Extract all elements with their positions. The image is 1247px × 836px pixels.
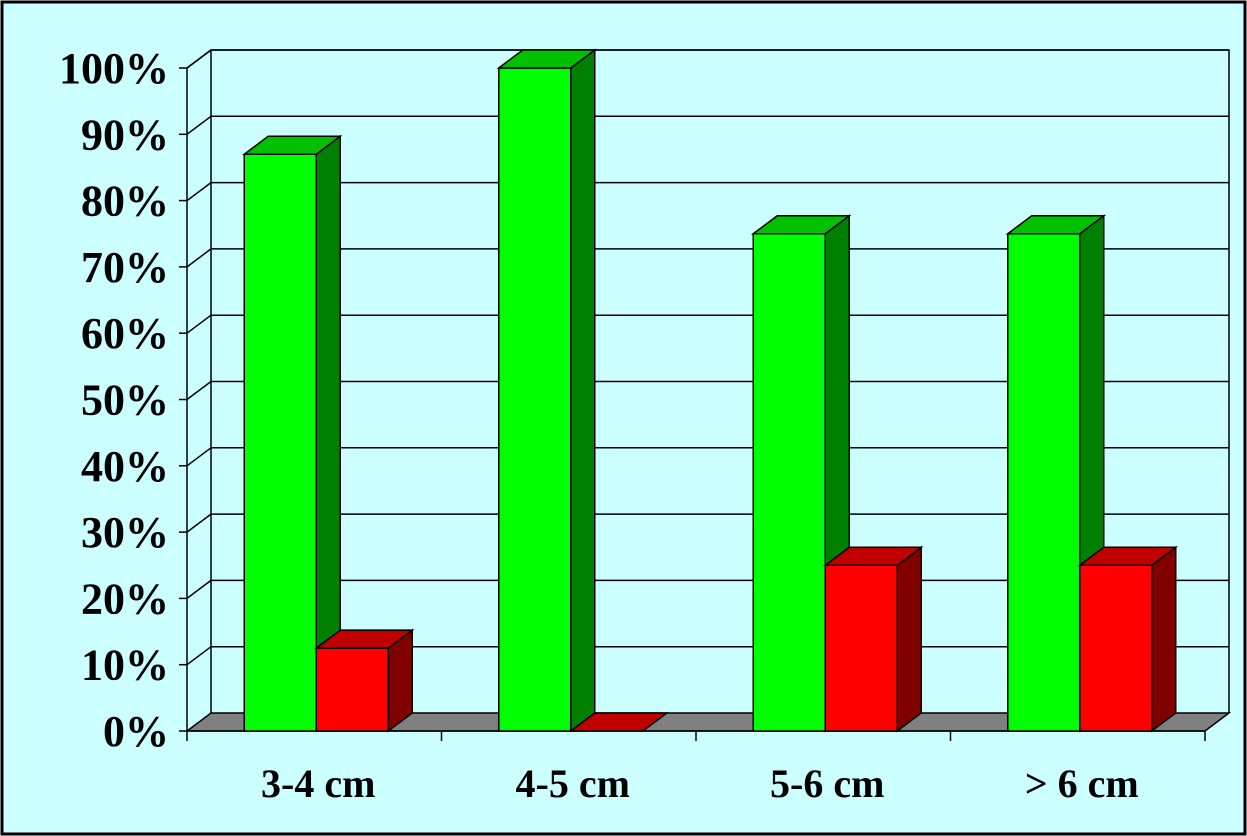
- x-category-label: 3-4 cm: [261, 761, 375, 806]
- bar-side: [896, 545, 922, 733]
- gridline-side: [186, 447, 212, 467]
- bar-front: [315, 647, 389, 732]
- bar-front: [243, 153, 317, 732]
- bar-front: [498, 67, 572, 732]
- bar-top: [568, 712, 669, 732]
- gridline-side: [186, 182, 212, 202]
- y-tick-label: 20%: [81, 574, 169, 623]
- gridline-side: [186, 380, 212, 401]
- gridline-side: [186, 579, 212, 600]
- bar-top: [751, 215, 852, 235]
- y-axis-top-edge: [186, 49, 212, 69]
- x-category-label: > 6 cm: [1025, 761, 1139, 806]
- gridline-side: [186, 513, 212, 533]
- bar-1-2: [823, 545, 924, 733]
- bar-top: [242, 135, 343, 155]
- bar-top: [1005, 215, 1106, 235]
- y-tick-label: 0%: [103, 707, 169, 756]
- x-category-label: 5-6 cm: [770, 761, 884, 806]
- gridline-side: [186, 646, 212, 666]
- bar-front: [1079, 564, 1153, 732]
- bar-top: [314, 629, 415, 649]
- bar-top: [823, 546, 924, 566]
- y-tick-label: 40%: [81, 442, 169, 491]
- gridline-side: [186, 248, 212, 268]
- gridline-side: [186, 115, 212, 135]
- bar-1-3: [1077, 545, 1178, 733]
- bar-top: [1077, 546, 1178, 566]
- y-tick-label: 70%: [81, 243, 169, 292]
- bar-side: [1151, 545, 1177, 733]
- bar-side: [570, 48, 596, 733]
- bar-front: [752, 233, 826, 732]
- y-tick-label: 80%: [81, 177, 169, 226]
- gridline-side: [186, 314, 212, 334]
- y-tick-label: 10%: [81, 641, 169, 690]
- y-tick-label: 100%: [59, 44, 169, 93]
- y-tick-label: 50%: [81, 376, 169, 425]
- bar-1-1: [568, 712, 669, 732]
- y-tick-label: 60%: [81, 309, 169, 358]
- bar-series: [242, 48, 1178, 733]
- axis-labels: 0% 10% 20% 30% 40% 50% 60% 70% 80% 90% 100% 3-4 cm 4…: [59, 44, 1139, 806]
- x-category-label: 4-5 cm: [516, 761, 630, 806]
- bar-0-0: [242, 134, 343, 733]
- y-tick-label: 90%: [81, 110, 169, 159]
- bar-front: [824, 564, 898, 732]
- bar-top: [496, 49, 597, 69]
- bar-1-0: [314, 628, 415, 733]
- y-tick-label: 30%: [81, 508, 169, 557]
- bar-0-1: [496, 48, 597, 733]
- bar-front: [1007, 233, 1081, 732]
- bar-0-2: [751, 214, 852, 733]
